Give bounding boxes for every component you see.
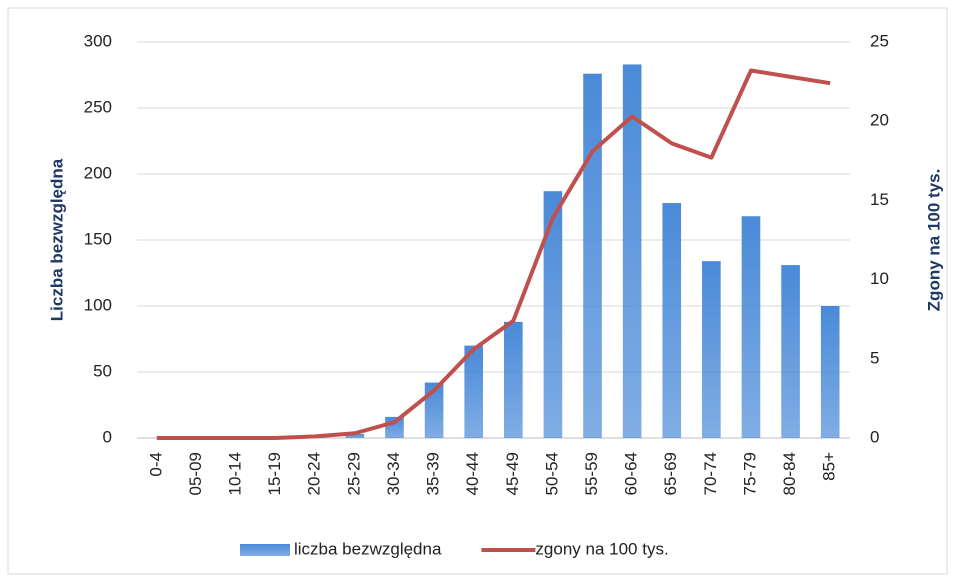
x-tick-label: 55-59 bbox=[582, 452, 601, 495]
x-tick-label: 75-79 bbox=[740, 452, 759, 495]
bar bbox=[464, 345, 484, 438]
bar bbox=[622, 64, 642, 438]
y-tick-label: 0 bbox=[103, 427, 112, 446]
x-tick-label: 85+ bbox=[820, 452, 839, 481]
y-tick-label: 100 bbox=[84, 295, 112, 314]
x-tick-label: 50-54 bbox=[542, 452, 561, 495]
bar bbox=[702, 261, 721, 438]
legend-label: liczba bezwzględna bbox=[294, 539, 442, 558]
y2-tick-label: 10 bbox=[870, 269, 889, 288]
y2-tick-label: 0 bbox=[870, 427, 879, 446]
y-tick-label: 200 bbox=[84, 163, 112, 182]
y-axis-title: Liczba bezwzględna bbox=[47, 158, 66, 321]
legend-label: zgony na 100 tys. bbox=[535, 539, 668, 558]
x-tick-label: 0-4 bbox=[146, 452, 165, 477]
y2-tick-label: 15 bbox=[870, 190, 889, 209]
y2-axis-title: Zgony na 100 tys. bbox=[924, 169, 943, 312]
line-series bbox=[156, 68, 831, 440]
y2-tick-label: 5 bbox=[870, 348, 879, 367]
y-tick-label: 50 bbox=[93, 361, 112, 380]
y2-tick-label: 25 bbox=[870, 31, 889, 50]
x-tick-label: 45-49 bbox=[503, 452, 522, 495]
x-tick-label: 40-44 bbox=[463, 452, 482, 495]
bar bbox=[583, 73, 602, 439]
x-tick-label: 60-64 bbox=[622, 452, 641, 495]
x-tick-label: 25-29 bbox=[344, 452, 363, 495]
bar bbox=[543, 191, 563, 438]
x-tick-label: 20-24 bbox=[305, 452, 324, 495]
x-tick-label: 15-19 bbox=[265, 452, 284, 495]
bar bbox=[503, 321, 523, 438]
legend-swatch bbox=[240, 544, 290, 556]
x-tick-label: 70-74 bbox=[701, 452, 720, 495]
bar bbox=[781, 265, 800, 438]
x-tick-label: 10-14 bbox=[226, 452, 245, 495]
bar bbox=[662, 203, 682, 438]
bar bbox=[741, 216, 761, 438]
y-tick-label: 150 bbox=[84, 229, 112, 248]
y-tick-label: 250 bbox=[84, 97, 112, 116]
x-tick-label: 30-34 bbox=[384, 452, 403, 495]
y-tick-label: 300 bbox=[84, 31, 112, 50]
x-tick-label: 35-39 bbox=[424, 452, 443, 495]
bar bbox=[820, 306, 840, 438]
x-tick-label: 65-69 bbox=[661, 452, 680, 495]
x-tick-label: 05-09 bbox=[186, 452, 205, 495]
bar bbox=[345, 434, 365, 438]
x-tick-label: 80-84 bbox=[780, 452, 799, 495]
y2-tick-label: 20 bbox=[870, 111, 889, 130]
